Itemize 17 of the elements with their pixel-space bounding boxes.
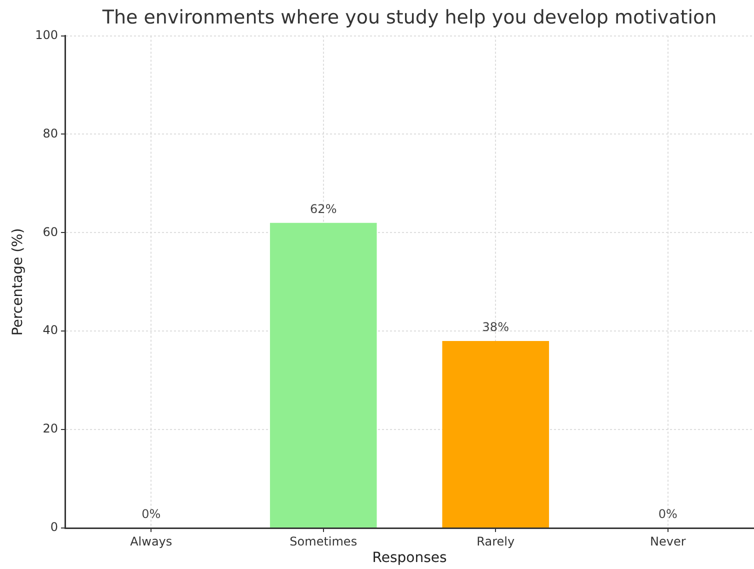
- x-axis-title: Responses: [372, 550, 447, 566]
- y-tick-label: 60: [42, 224, 58, 239]
- x-tick-label: Always: [130, 534, 172, 548]
- y-axis-title: Percentage (%): [10, 228, 26, 336]
- x-tick-label: Rarely: [476, 534, 515, 548]
- data-label: 62%: [310, 202, 337, 216]
- data-label: 38%: [482, 320, 509, 334]
- y-tick-label: 0: [50, 520, 58, 534]
- data-label: 0%: [142, 507, 161, 522]
- x-tick-label: Never: [650, 534, 686, 548]
- x-tick-label: Sometimes: [290, 534, 358, 548]
- y-tick-label: 100: [35, 28, 58, 42]
- y-tick-label: 20: [42, 422, 58, 436]
- y-tick-label: 40: [42, 323, 58, 338]
- data-label: 0%: [658, 507, 678, 522]
- y-tick-label: 80: [42, 126, 58, 140]
- chart-title: The environments where you study help you develop motivation: [101, 6, 717, 28]
